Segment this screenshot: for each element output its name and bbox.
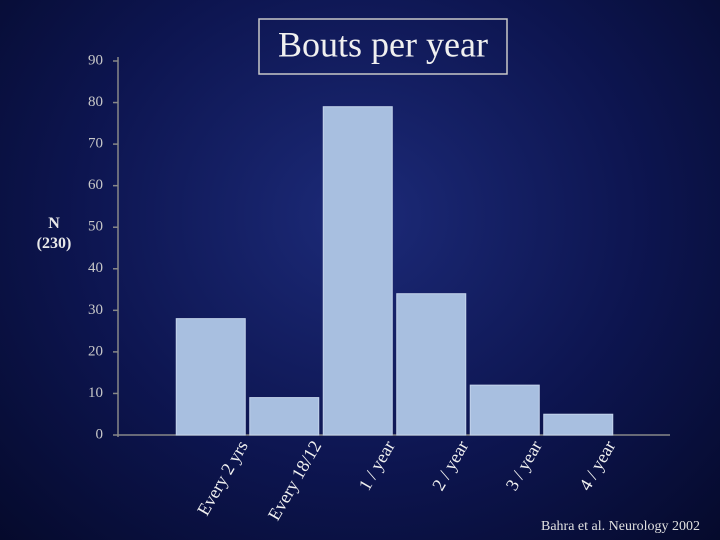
x-tick-label: 4 / year bbox=[575, 437, 619, 494]
bar bbox=[322, 106, 393, 436]
y-tick-label: 80 bbox=[88, 94, 103, 110]
y-tick-label: 70 bbox=[88, 136, 103, 152]
x-tick-label: 2 / year bbox=[428, 437, 472, 494]
y-tick-label: 60 bbox=[88, 177, 103, 193]
bar bbox=[396, 293, 467, 436]
x-tick-label: 3 / year bbox=[501, 437, 545, 494]
y-tick-label: 10 bbox=[88, 385, 103, 401]
source: Bahra et al. Neurology 2002 bbox=[541, 519, 700, 534]
bar bbox=[469, 384, 540, 436]
x-tick-label: Every 18/12 bbox=[264, 437, 326, 524]
y-axis-label: N (230) bbox=[36, 215, 72, 252]
bar bbox=[249, 397, 320, 436]
y-tick-label: 0 bbox=[96, 426, 104, 442]
x-tick-label: 1 / year bbox=[354, 437, 398, 494]
y-tick-label: 40 bbox=[88, 260, 103, 276]
bar bbox=[543, 413, 614, 436]
y-tick-label: 50 bbox=[88, 219, 103, 235]
bar bbox=[175, 318, 246, 436]
title-box bbox=[258, 18, 508, 75]
y-tick-label: 30 bbox=[88, 302, 103, 318]
chart-title: Bouts per year bbox=[278, 24, 488, 64]
y-tick-label: 90 bbox=[88, 52, 103, 68]
x-tick-label: Every 2 yrs bbox=[193, 437, 252, 519]
y-tick-label: 20 bbox=[88, 343, 103, 359]
